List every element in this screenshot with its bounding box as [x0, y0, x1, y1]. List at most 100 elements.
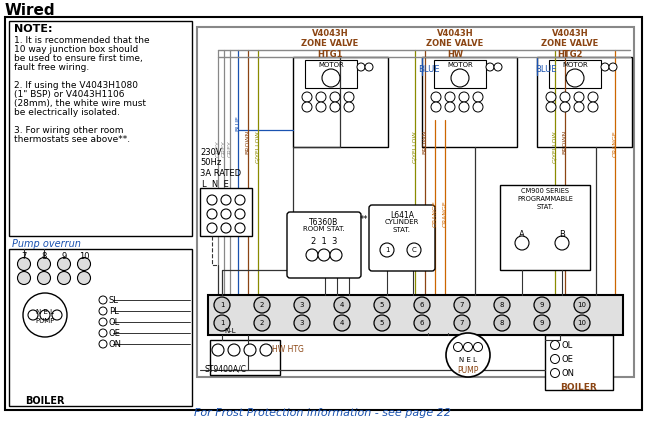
Text: BROWN: BROWN: [245, 130, 250, 154]
Circle shape: [316, 92, 326, 102]
Bar: [208, 295, 623, 335]
Circle shape: [414, 315, 430, 331]
Circle shape: [588, 92, 598, 102]
Circle shape: [58, 271, 71, 284]
Circle shape: [330, 102, 340, 112]
Circle shape: [431, 102, 441, 112]
Circle shape: [38, 257, 50, 271]
Circle shape: [235, 223, 245, 233]
Text: 9: 9: [61, 252, 67, 261]
Circle shape: [380, 243, 394, 257]
Circle shape: [494, 63, 502, 71]
Circle shape: [566, 69, 584, 87]
Circle shape: [574, 297, 590, 313]
Text: **: **: [360, 215, 369, 224]
Circle shape: [534, 297, 550, 313]
Circle shape: [414, 297, 430, 313]
Circle shape: [58, 257, 71, 271]
Text: OE: OE: [562, 355, 574, 364]
Text: STAT.: STAT.: [536, 204, 554, 210]
Text: 4: 4: [340, 302, 344, 308]
Circle shape: [221, 209, 231, 219]
Circle shape: [473, 92, 483, 102]
Circle shape: [235, 209, 245, 219]
Circle shape: [330, 92, 340, 102]
Circle shape: [99, 340, 107, 348]
Text: L641A: L641A: [390, 211, 414, 220]
Text: ON: ON: [109, 340, 122, 349]
Text: 2. If using the V4043H1080: 2. If using the V4043H1080: [14, 81, 138, 90]
Text: GREY: GREY: [221, 140, 226, 157]
Text: 5: 5: [380, 320, 384, 326]
Circle shape: [374, 297, 390, 313]
Circle shape: [52, 310, 62, 320]
Circle shape: [254, 297, 270, 313]
Text: 10: 10: [79, 252, 89, 261]
Text: T6360B: T6360B: [309, 218, 338, 227]
Text: 6: 6: [420, 320, 424, 326]
Circle shape: [344, 102, 354, 112]
Text: Pump overrun: Pump overrun: [12, 239, 81, 249]
Text: (1" BSP) or V4043H1106: (1" BSP) or V4043H1106: [14, 90, 124, 99]
Circle shape: [322, 69, 340, 87]
Circle shape: [99, 296, 107, 304]
Circle shape: [555, 236, 569, 250]
Text: MOTOR: MOTOR: [562, 62, 588, 68]
Text: A: A: [519, 230, 525, 239]
Circle shape: [365, 63, 373, 71]
Circle shape: [214, 315, 230, 331]
Circle shape: [207, 195, 217, 205]
Text: 9: 9: [540, 320, 544, 326]
Text: SL: SL: [109, 296, 119, 305]
Text: L  N  E: L N E: [202, 180, 229, 189]
Text: 9: 9: [540, 302, 544, 308]
Circle shape: [306, 249, 318, 261]
Text: MOTOR: MOTOR: [318, 62, 344, 68]
Text: 1: 1: [385, 247, 389, 253]
Circle shape: [459, 92, 469, 102]
Circle shape: [221, 223, 231, 233]
Circle shape: [463, 343, 472, 352]
Text: For Frost Protection information - see page 22: For Frost Protection information - see p…: [195, 408, 452, 418]
Circle shape: [318, 249, 330, 261]
Circle shape: [40, 310, 50, 320]
Bar: [434, 60, 486, 88]
Text: ORANGE: ORANGE: [432, 200, 437, 227]
Circle shape: [551, 354, 560, 363]
Circle shape: [228, 344, 240, 356]
Circle shape: [374, 315, 390, 331]
Bar: [545, 335, 613, 390]
Circle shape: [551, 368, 560, 378]
Text: OL: OL: [109, 318, 120, 327]
Bar: [197, 27, 634, 377]
Text: CM900 SERIES: CM900 SERIES: [521, 188, 569, 194]
Text: HW HTG: HW HTG: [272, 345, 304, 354]
Bar: [549, 60, 601, 88]
Text: 7: 7: [460, 320, 465, 326]
Text: G/YELLOW: G/YELLOW: [553, 130, 558, 162]
Text: thermostats see above**.: thermostats see above**.: [14, 135, 130, 144]
Text: BLUE: BLUE: [236, 115, 241, 131]
Text: BLUE: BLUE: [418, 65, 439, 74]
Bar: [200, 188, 252, 236]
Circle shape: [244, 344, 256, 356]
Text: 3. For wiring other room: 3. For wiring other room: [14, 126, 124, 135]
Text: PL: PL: [109, 307, 119, 316]
Text: 2  1  3: 2 1 3: [311, 237, 337, 246]
Bar: [9, 249, 192, 406]
Circle shape: [474, 343, 483, 352]
Text: N E L: N E L: [459, 357, 477, 363]
Circle shape: [302, 92, 312, 102]
Circle shape: [454, 315, 470, 331]
Circle shape: [451, 69, 469, 87]
Circle shape: [334, 315, 350, 331]
Circle shape: [494, 297, 510, 313]
Text: 230V
50Hz
3A RATED: 230V 50Hz 3A RATED: [200, 148, 241, 178]
Text: 5: 5: [380, 302, 384, 308]
Text: (28mm), the white wire must: (28mm), the white wire must: [14, 99, 146, 108]
Bar: [210, 340, 280, 375]
Text: ST9400A/C: ST9400A/C: [205, 365, 247, 374]
Text: ORANGE: ORANGE: [443, 200, 448, 227]
Circle shape: [445, 92, 455, 102]
Text: ORANGE: ORANGE: [613, 130, 617, 157]
